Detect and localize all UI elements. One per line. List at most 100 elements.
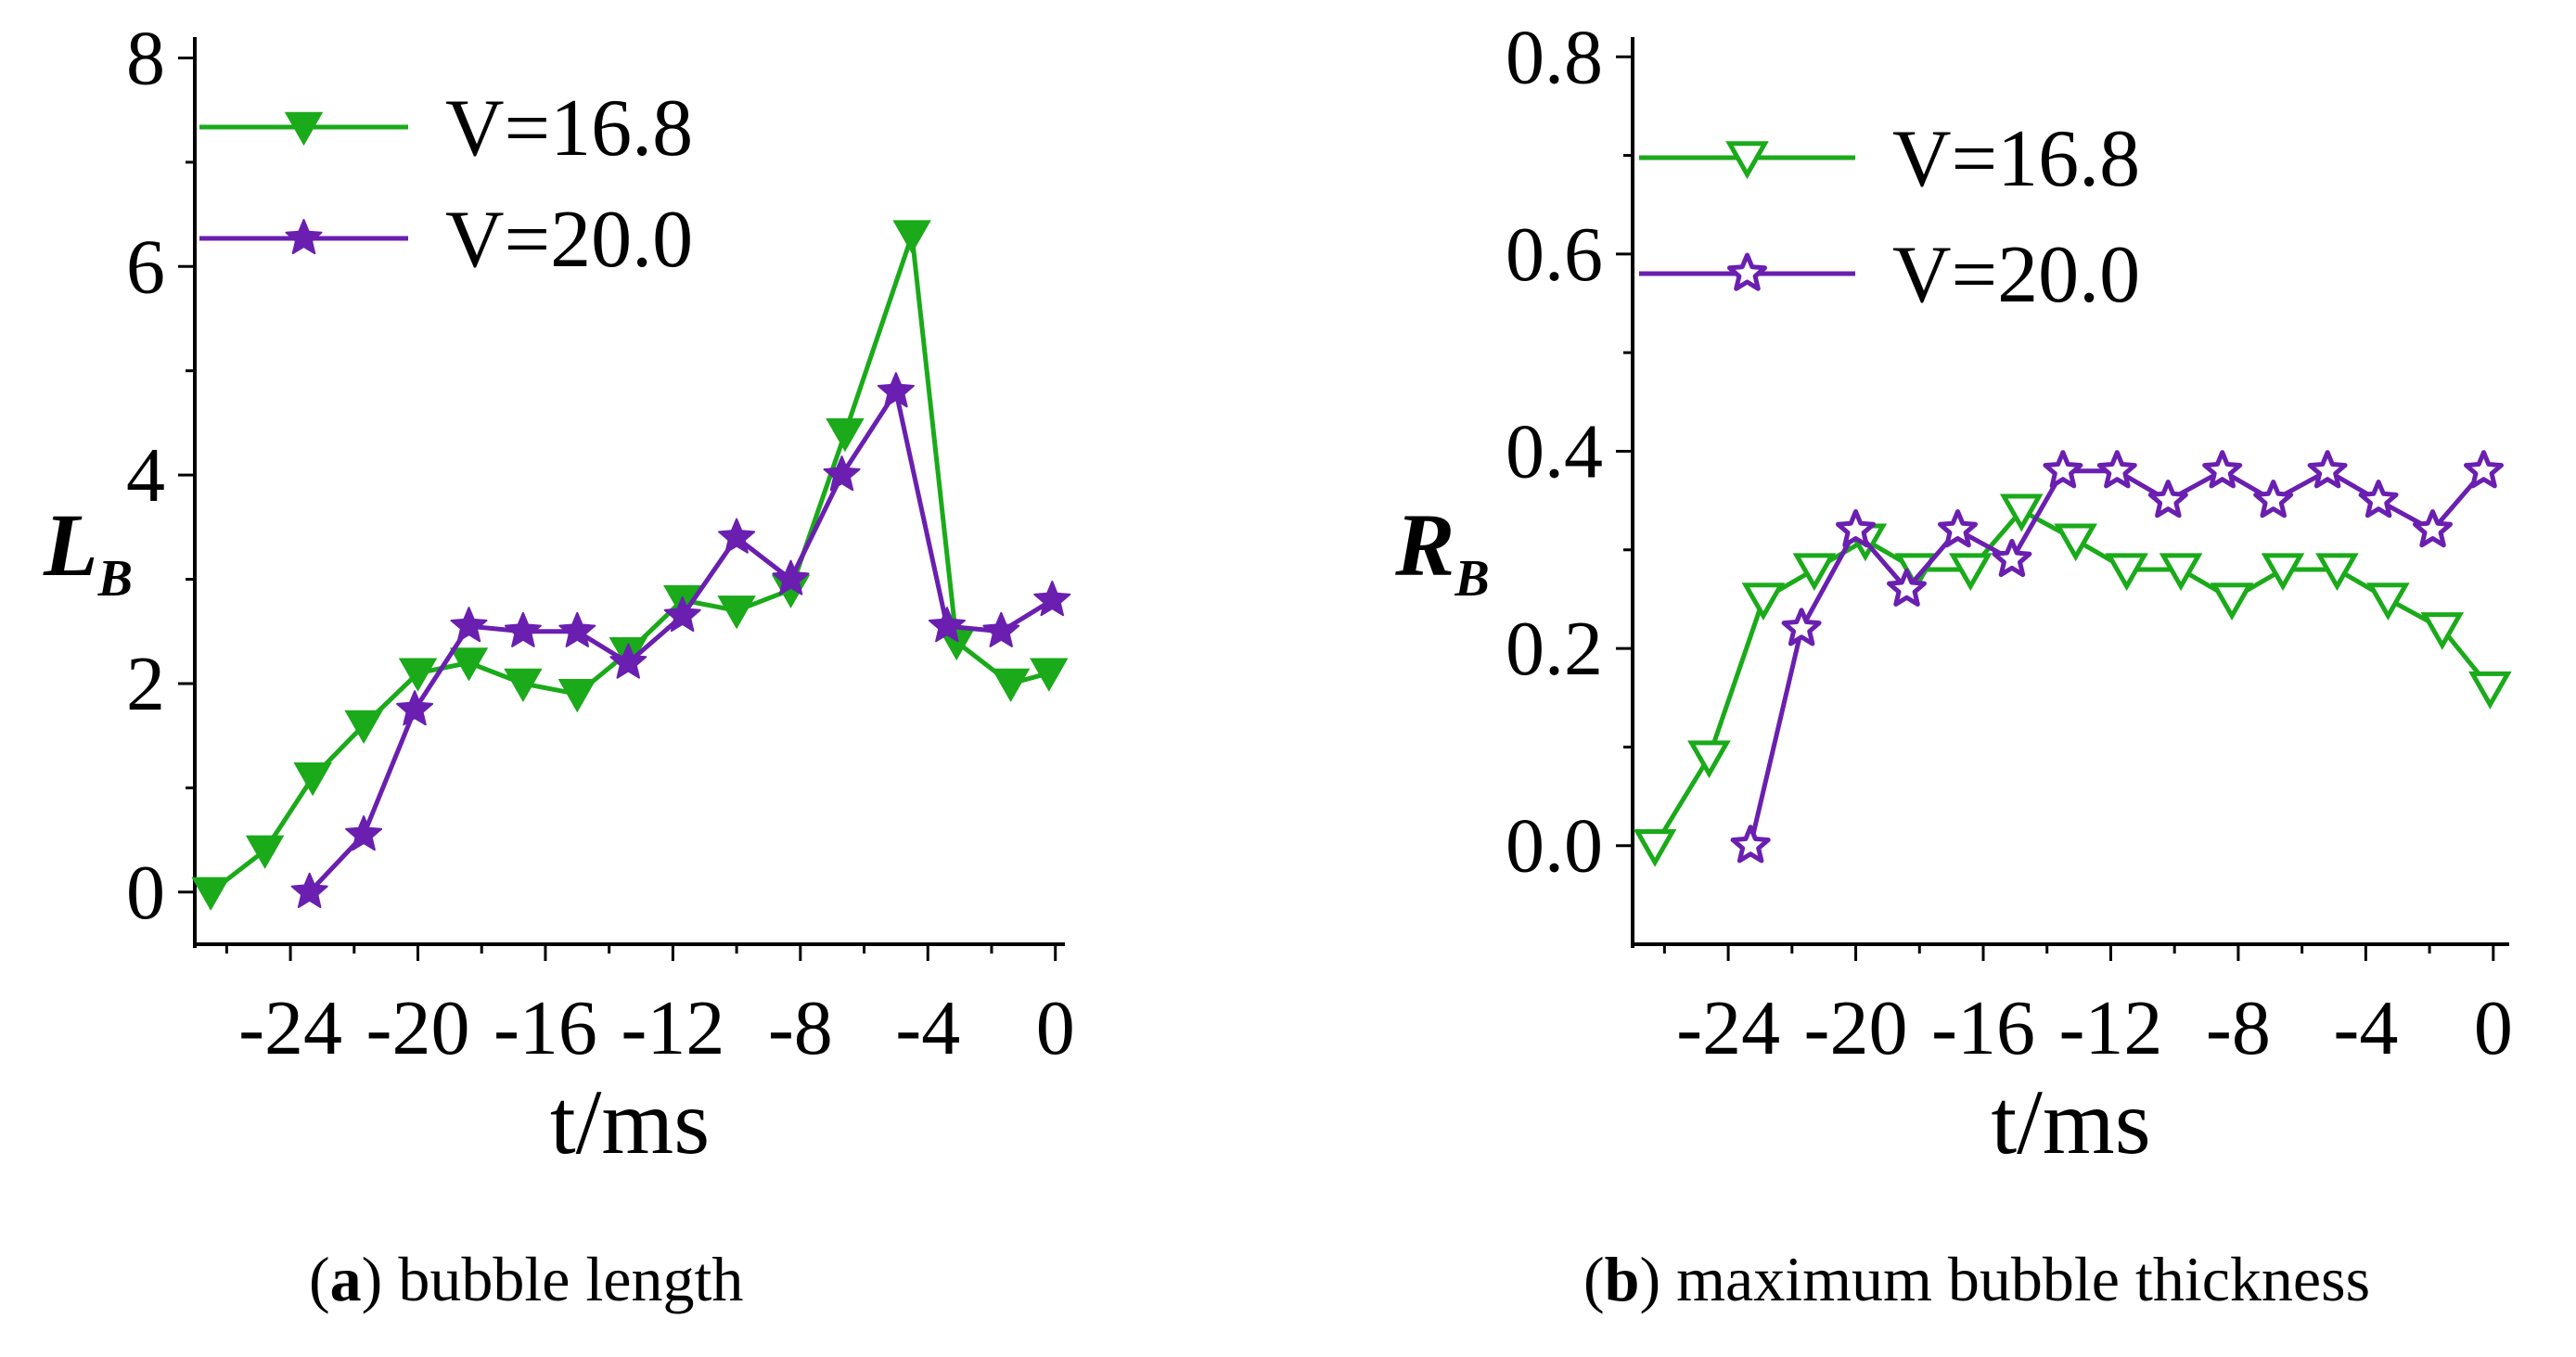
y-tick-label: 4 [126, 432, 165, 518]
data-point [557, 679, 597, 713]
x-tick-label: -16 [1931, 985, 2035, 1071]
data-point [2315, 553, 2359, 592]
data-point [826, 417, 865, 453]
y-tick-label: 0.0 [1506, 803, 1603, 890]
data-point [892, 220, 931, 254]
data-point [1033, 581, 1071, 617]
data-point [1633, 828, 1677, 867]
data-point [290, 872, 328, 908]
series-a-2 [290, 372, 1071, 908]
legend-b: V=16.8 V=20.0 [1639, 114, 2140, 320]
data-point [2253, 480, 2294, 518]
y-tick-label: 8 [126, 15, 165, 101]
x-tick-label: -4 [895, 985, 960, 1071]
data-point [558, 611, 596, 647]
data-point [398, 658, 438, 692]
data-point [2043, 450, 2083, 489]
data-point [2147, 480, 2188, 518]
data-point [2413, 509, 2453, 548]
data-point [2096, 450, 2137, 489]
legend-marker [285, 219, 323, 255]
data-point [928, 607, 966, 643]
data-point [449, 647, 489, 682]
series-b-1 [1633, 493, 2512, 867]
y-axis-label: RB [1394, 495, 1489, 608]
legend-a: V=16.8 V=20.0 [199, 83, 693, 285]
x-tick-label: -8 [2206, 985, 2271, 1071]
x-tick-label: -20 [366, 985, 470, 1071]
chart-a: 0 2 4 6 8 -24 -20 -16 -12 -8 -4 0 t/ms LB V=16.8 V=20.0 [43, 15, 1075, 1173]
data-point [1992, 538, 2032, 578]
data-point [450, 607, 488, 643]
x-tick-label: -12 [2058, 985, 2162, 1071]
series-line [1652, 507, 2493, 848]
data-point [1999, 493, 2044, 532]
data-point [609, 643, 647, 679]
caption-b: (b) maximum bubble thickness [1583, 1244, 2371, 1314]
series-line [209, 233, 1050, 894]
data-point [772, 559, 810, 595]
x-tick-label: -4 [2333, 985, 2398, 1071]
data-point [717, 595, 756, 630]
x-tick-label: -20 [1804, 985, 1908, 1071]
data-point [2054, 523, 2097, 562]
data-point [718, 518, 756, 554]
legend-label: V=16.8 [1892, 114, 2140, 204]
data-point [982, 611, 1020, 647]
data-point [2468, 671, 2512, 710]
series-line [307, 389, 1054, 894]
y-axis-label: LB [43, 495, 133, 608]
x-axis-label: t/ms [1991, 1070, 2150, 1173]
data-point [1781, 608, 1822, 646]
x-tick-label: -24 [238, 985, 342, 1071]
series-b-2 [1730, 450, 2504, 864]
chart-b: 0.0 0.2 0.4 0.6 0.8 -24 -20 -16 -12 -8 -4 0 t/ms RB V=… [1394, 14, 2513, 1173]
x-tick-label: -8 [768, 985, 833, 1071]
data-point [1887, 568, 1927, 607]
data-point [991, 668, 1031, 703]
data-point [1836, 509, 1877, 548]
data-point [1741, 582, 1786, 621]
data-point [2159, 553, 2203, 592]
data-point [1730, 825, 1771, 864]
legend-marker [1727, 252, 1767, 291]
y-tick-label: 0.6 [1506, 211, 1603, 298]
x-axis-label: t/ms [550, 1070, 710, 1173]
data-point [2307, 450, 2348, 489]
y-tick-label: 0.4 [1506, 408, 1603, 494]
data-point [1030, 658, 1069, 692]
data-point [1792, 553, 1837, 592]
y-tick-label: 2 [126, 641, 165, 727]
data-point [2464, 450, 2504, 489]
data-point [2420, 612, 2465, 650]
data-point [2366, 582, 2410, 621]
data-point [2105, 553, 2148, 592]
y-tick-label: 0.2 [1506, 606, 1603, 692]
caption-a-text: bubble length [398, 1244, 744, 1314]
legend-label: V=20.0 [1892, 230, 2140, 320]
data-point [504, 611, 542, 647]
data-point [191, 877, 230, 911]
x-tick-label: -16 [493, 985, 597, 1071]
x-tick-label: 0 [1036, 985, 1075, 1071]
data-point [396, 690, 434, 726]
y-tick-label: 0.8 [1506, 14, 1603, 100]
data-point [2261, 553, 2305, 592]
data-point [823, 455, 861, 492]
data-point [245, 835, 285, 869]
caption-b-letter: b [1604, 1244, 1640, 1314]
data-point [2210, 582, 2254, 621]
legend-marker [284, 111, 324, 147]
data-point [2202, 450, 2243, 489]
data-point [1948, 553, 1993, 592]
caption-b-text: maximum bubble thickness [1676, 1244, 2371, 1314]
data-point [1687, 740, 1731, 779]
data-point [504, 668, 543, 703]
data-point [663, 595, 701, 633]
data-point [344, 710, 383, 744]
legend-label: V=16.8 [445, 83, 693, 173]
caption-a: (a) bubble length [309, 1244, 744, 1314]
data-point [293, 762, 332, 797]
legend-label: V=20.0 [445, 195, 693, 285]
